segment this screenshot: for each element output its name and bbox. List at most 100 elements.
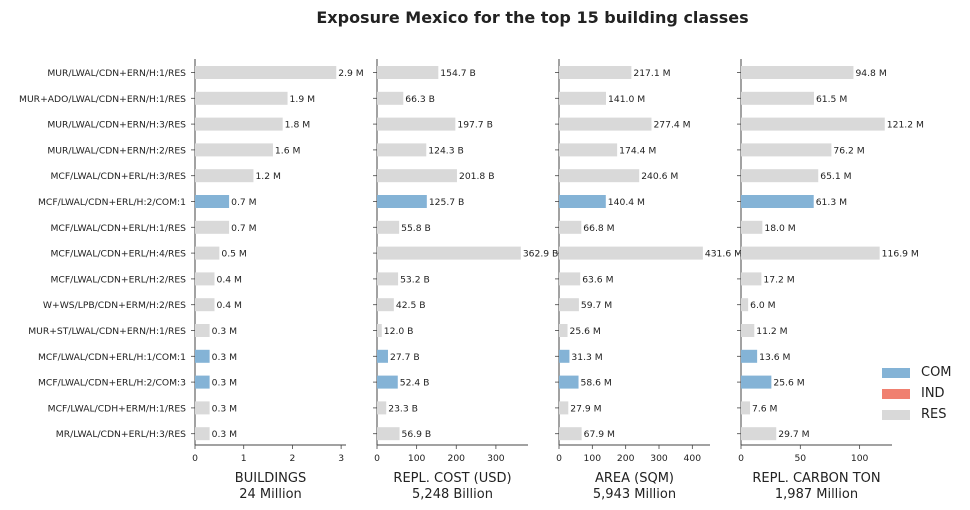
category-label: MUR/LWAL/CDN+ERN/H:3/RES (47, 120, 186, 131)
bar (741, 272, 762, 286)
value-label: 0.3 M (212, 352, 238, 363)
bar (741, 324, 755, 337)
legend-swatch-res (882, 409, 910, 420)
value-label: 7.6 M (752, 403, 778, 414)
bar (559, 117, 652, 131)
bar (377, 66, 439, 79)
x-tick-label: 100 (851, 453, 869, 464)
bar (377, 91, 404, 105)
bar (559, 375, 579, 389)
category-label: MUR/LWAL/CDN+ERN/H:2/RES (47, 145, 186, 156)
bar (377, 324, 382, 337)
category-label: MCF/LWAL/CDN+ERL/H:1/RES (50, 223, 186, 234)
category-label: MUR+ST/LWAL/CDN+ERN/H:1/RES (28, 326, 186, 337)
bar (741, 195, 814, 208)
value-label: 1.2 M (255, 171, 281, 182)
x-tick-label: 2 (289, 453, 295, 464)
value-label: 197.7 B (457, 120, 493, 131)
bar (195, 298, 215, 312)
x-tick-label: 0 (738, 453, 744, 464)
bar (377, 375, 398, 389)
value-label: 56.9 B (402, 429, 432, 440)
value-label: 61.5 M (816, 94, 847, 105)
x-tick-label: 1 (241, 453, 247, 464)
value-label: 116.9 M (882, 249, 919, 260)
x-tick-label: 400 (684, 453, 702, 464)
value-label: 52.4 B (400, 378, 430, 389)
value-label: 63.6 M (582, 274, 613, 285)
x-axis-label: BUILDINGS (235, 471, 306, 486)
x-tick-label: 0 (192, 453, 198, 464)
legend-item-res: RES (882, 404, 952, 425)
bar (559, 427, 582, 441)
value-label: 240.6 M (641, 171, 678, 182)
value-label: 11.2 M (756, 326, 787, 337)
value-label: 25.6 M (773, 378, 804, 389)
value-label: 431.6 M (705, 249, 742, 260)
x-tick-label: 0 (556, 453, 562, 464)
legend-item-com: COM (882, 362, 952, 383)
value-label: 0.4 M (216, 300, 242, 311)
bar (741, 375, 772, 389)
bar (377, 298, 394, 312)
legend-item-ind: IND (882, 383, 952, 404)
value-label: 17.2 M (763, 274, 794, 285)
value-label: 154.7 B (440, 68, 476, 79)
bar (741, 220, 763, 234)
bar (741, 91, 814, 105)
bar (559, 91, 606, 105)
bar (195, 427, 210, 441)
value-label: 362.9 B (523, 249, 559, 260)
value-label: 0.7 M (231, 197, 257, 208)
value-label: 0.7 M (231, 223, 257, 234)
bar (741, 246, 880, 260)
value-label: 141.0 M (608, 94, 645, 105)
x-axis-label: AREA (SQM) (595, 471, 674, 486)
bar (559, 349, 570, 363)
x-tick-label: 300 (487, 453, 505, 464)
bar (377, 349, 388, 363)
value-label: 124.3 B (428, 145, 464, 156)
x-tick-label: 3 (338, 453, 344, 464)
bar (195, 169, 254, 183)
value-label: 1.9 M (290, 94, 316, 105)
bar (559, 324, 568, 337)
x-axis-label: REPL. COST (USD) (393, 471, 511, 486)
x-tick-label: 50 (794, 453, 806, 464)
legend-label-ind: IND (921, 386, 945, 401)
bar (559, 298, 579, 312)
bar (377, 117, 456, 131)
value-label: 27.7 B (390, 352, 420, 363)
chart-title: Exposure Mexico for the top 15 building … (316, 8, 749, 27)
bar (195, 195, 230, 208)
value-label: 53.2 B (400, 274, 430, 285)
x-axis-total: 5,943 Million (593, 487, 676, 502)
bar (559, 143, 618, 157)
bar (195, 272, 215, 286)
x-tick-label: 100 (584, 453, 602, 464)
category-label: MCF/LWAL/CDN+ERL/H:3/RES (50, 171, 186, 182)
bar (195, 143, 273, 157)
x-axis-total: 1,987 Million (775, 487, 858, 502)
bar (559, 66, 632, 79)
value-label: 13.6 M (759, 352, 790, 363)
value-label: 6.0 M (750, 300, 776, 311)
value-label: 18.0 M (764, 223, 795, 234)
category-label: MR/LWAL/CDN+ERL/H:3/RES (56, 429, 186, 440)
value-label: 76.2 M (833, 145, 864, 156)
value-label: 31.3 M (571, 352, 602, 363)
bar (559, 246, 703, 260)
bar (195, 401, 210, 415)
bar (741, 349, 758, 363)
value-label: 174.4 M (619, 145, 656, 156)
category-label: MCF/LWAL/CDN+ERL/H:2/RES (50, 274, 186, 285)
category-label: MUR/LWAL/CDN+ERN/H:1/RES (47, 68, 186, 79)
value-label: 201.8 B (459, 171, 495, 182)
value-label: 59.7 M (581, 300, 612, 311)
category-label: MCF/LWAL/CDN+ERL/H:2/COM:1 (38, 197, 186, 208)
value-label: 140.4 M (608, 197, 645, 208)
value-label: 2.9 M (338, 68, 364, 79)
bar (559, 195, 606, 208)
value-label: 66.8 M (583, 223, 614, 234)
